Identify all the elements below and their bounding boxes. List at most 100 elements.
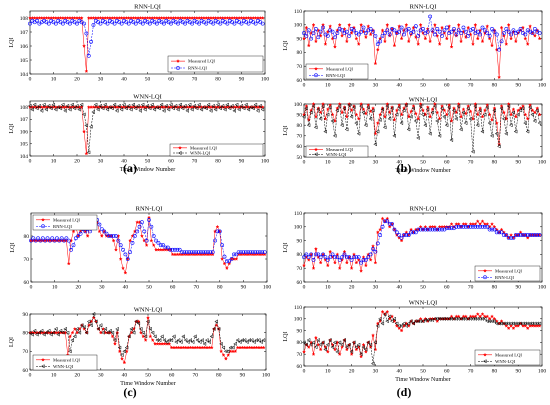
data-point	[197, 102, 201, 107]
data-point	[537, 112, 542, 117]
data-point	[530, 31, 535, 35]
data-point	[492, 227, 497, 232]
data-point	[502, 110, 506, 115]
data-point	[98, 323, 103, 328]
data-point	[449, 138, 454, 143]
x-tick-label: 100	[262, 373, 271, 379]
data-point	[370, 108, 375, 113]
data-point	[218, 106, 222, 111]
data-point	[406, 233, 411, 237]
data-point	[229, 257, 234, 261]
data-point	[525, 129, 530, 134]
data-point	[509, 32, 513, 37]
data-point	[323, 129, 327, 134]
data-point	[420, 112, 425, 117]
x-axis-label: Time Window Number	[395, 168, 450, 174]
data-point	[392, 316, 396, 321]
data-point	[523, 36, 528, 41]
data-point	[504, 42, 509, 46]
data-point	[314, 335, 318, 340]
data-point	[223, 356, 228, 361]
data-point	[385, 22, 390, 27]
data-point	[252, 339, 256, 345]
data-point	[311, 340, 316, 345]
data-point	[67, 107, 72, 112]
data-point	[109, 234, 114, 238]
y-tick-label: 104	[20, 154, 29, 160]
data-point	[520, 106, 525, 111]
data-point	[475, 123, 480, 128]
data-point	[203, 250, 208, 255]
data-point	[93, 319, 98, 324]
data-point	[354, 345, 358, 350]
data-point	[325, 258, 330, 262]
data-point	[96, 107, 100, 112]
data-point	[385, 216, 390, 221]
data-point	[406, 321, 411, 326]
data-point	[535, 108, 539, 113]
data-point	[380, 33, 385, 38]
data-point	[83, 229, 88, 234]
data-point	[487, 33, 492, 38]
data-point	[81, 112, 86, 117]
legend-label: WNN-LQI	[53, 364, 74, 369]
data-point	[437, 227, 442, 232]
y-tick-label: 108	[20, 105, 29, 111]
data-point	[323, 347, 327, 352]
data-point	[181, 334, 185, 339]
data-point	[413, 111, 418, 116]
data-point	[161, 108, 166, 113]
x-tick-label: 20	[349, 285, 355, 291]
data-point	[518, 27, 523, 31]
data-point	[406, 127, 411, 132]
data-point	[40, 236, 45, 241]
data-point	[204, 106, 208, 111]
data-point	[309, 110, 313, 115]
y-axis-label: LQI	[9, 124, 15, 134]
data-point	[211, 326, 216, 331]
data-point	[480, 114, 485, 119]
data-point	[351, 105, 356, 110]
data-point	[371, 29, 375, 34]
x-tick-label: 20	[74, 77, 80, 83]
y-tick-label: 90	[297, 328, 303, 334]
data-point	[89, 39, 94, 44]
data-point	[430, 317, 435, 323]
data-point	[523, 121, 527, 126]
data-point	[332, 340, 337, 345]
data-point	[313, 125, 318, 130]
data-point	[461, 107, 466, 111]
x-tick-label: 90	[515, 83, 521, 89]
data-point	[425, 26, 430, 31]
data-point	[304, 25, 309, 30]
data-point	[535, 233, 540, 237]
data-point	[84, 151, 89, 156]
x-tick-label: 0	[303, 285, 306, 291]
data-point	[335, 108, 339, 113]
data-point	[492, 319, 496, 324]
data-point	[413, 230, 418, 235]
data-point	[190, 339, 195, 345]
x-tick-label: 0	[303, 83, 306, 89]
data-point	[518, 230, 523, 234]
series-markers-1	[302, 14, 542, 52]
data-point	[105, 21, 110, 26]
data-point	[195, 338, 200, 343]
chart-7: WNN-LQI LQI Time Window Number 0 10 20 30 40 50 6…	[283, 300, 546, 384]
data-point	[428, 131, 432, 136]
data-point	[309, 342, 313, 347]
data-point	[347, 22, 352, 27]
x-tick-label: 40	[121, 159, 127, 165]
data-point	[399, 121, 404, 126]
data-point	[516, 233, 521, 237]
data-point	[513, 129, 518, 134]
data-point	[370, 361, 375, 366]
plot-title: WNN-LQI	[133, 94, 162, 101]
data-point	[373, 249, 378, 254]
data-point	[215, 229, 220, 234]
data-point	[333, 255, 337, 260]
data-point	[409, 230, 414, 235]
data-point	[63, 326, 67, 331]
x-tick-label: 40	[396, 83, 402, 89]
data-point	[416, 135, 420, 140]
